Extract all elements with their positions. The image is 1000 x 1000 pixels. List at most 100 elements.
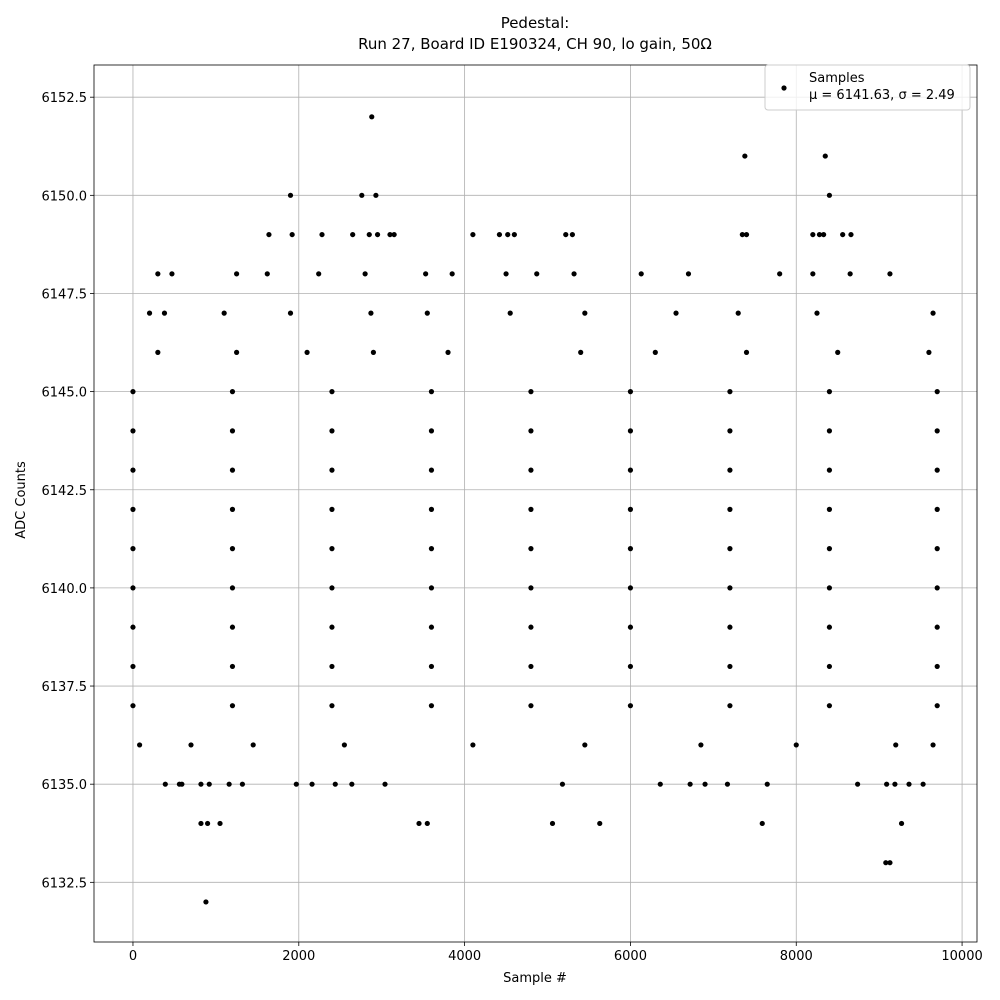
y-tick-label: 6132.5 (42, 876, 88, 891)
data-point (742, 153, 748, 159)
data-point (627, 389, 634, 395)
data-point (229, 703, 236, 709)
data-point (848, 231, 854, 238)
data-point (930, 310, 936, 316)
data-point (934, 663, 940, 670)
data-point (387, 231, 393, 238)
data-point (847, 271, 853, 277)
y-tick-label: 6152.5 (42, 91, 88, 106)
data-point (687, 781, 693, 787)
data-point (370, 349, 377, 355)
data-point (810, 231, 816, 238)
data-point (130, 624, 136, 630)
data-point (855, 781, 861, 787)
data-point (627, 546, 634, 552)
data-point (349, 781, 355, 787)
data-point (821, 231, 827, 238)
data-point (528, 506, 534, 512)
data-point (203, 899, 209, 905)
data-point (627, 585, 634, 591)
data-point (638, 271, 644, 277)
x-tick-label: 8000 (780, 949, 813, 964)
data-point (826, 585, 833, 591)
data-point (329, 585, 335, 591)
data-point (528, 585, 534, 591)
y-tick-label: 6142.5 (42, 484, 88, 499)
data-point (724, 781, 731, 787)
data-point (329, 663, 335, 670)
data-point (130, 467, 136, 473)
data-point (826, 428, 833, 434)
data-point (727, 546, 733, 552)
data-point (582, 310, 588, 316)
data-point (229, 585, 236, 591)
data-point (445, 349, 451, 355)
data-point (130, 703, 136, 709)
data-point (810, 271, 816, 277)
data-point (304, 349, 310, 355)
data-point (930, 742, 936, 748)
data-point (239, 781, 246, 787)
data-point (884, 781, 890, 787)
data-point (528, 703, 534, 709)
data-point (528, 428, 534, 434)
data-point (428, 546, 435, 552)
data-point (569, 231, 575, 238)
data-point (702, 781, 708, 787)
data-point (229, 506, 236, 512)
data-point (759, 820, 765, 827)
data-point (130, 506, 136, 512)
data-point (130, 585, 136, 591)
x-tick-label: 10000 (941, 949, 982, 964)
data-point (743, 231, 750, 238)
legend-note: μ = 6141.63, σ = 2.49 (809, 88, 955, 103)
data-point (727, 428, 733, 434)
x-tick-label: 4000 (448, 949, 481, 964)
data-point (229, 663, 236, 670)
y-tick-label: 6135.0 (42, 778, 88, 793)
data-point (217, 820, 223, 827)
data-point (428, 389, 435, 395)
data-point (826, 624, 833, 630)
data-point (627, 663, 634, 670)
data-point (816, 231, 823, 238)
data-point (329, 703, 335, 709)
data-point (934, 467, 940, 473)
data-point (549, 820, 556, 827)
data-point (229, 624, 236, 630)
x-tick-label: 6000 (614, 949, 647, 964)
data-point (319, 231, 325, 238)
data-point (266, 231, 272, 238)
data-point (597, 820, 603, 827)
data-point (373, 192, 379, 198)
y-tick-label: 6145.0 (42, 386, 88, 401)
data-point (934, 428, 940, 434)
data-point (920, 781, 926, 787)
data-point (391, 231, 397, 238)
y-tick-label: 6140.0 (42, 582, 88, 597)
data-point (229, 546, 236, 552)
data-point (428, 624, 435, 630)
data-point (835, 349, 841, 355)
data-point (578, 349, 584, 355)
data-point (934, 389, 940, 395)
data-point (627, 624, 634, 630)
data-point (221, 310, 227, 316)
y-tick-label: 6147.5 (42, 287, 88, 302)
data-point (229, 428, 236, 434)
data-point (727, 389, 733, 395)
data-point (934, 546, 940, 552)
data-point (423, 271, 429, 277)
data-point (934, 585, 940, 591)
data-point (528, 624, 534, 630)
data-point (534, 271, 540, 277)
data-point (887, 271, 893, 277)
data-point (329, 506, 335, 512)
data-point (826, 703, 833, 709)
data-point (727, 467, 733, 473)
data-point (169, 271, 175, 277)
data-point (130, 389, 136, 395)
data-point (926, 349, 932, 355)
data-point (428, 506, 435, 512)
